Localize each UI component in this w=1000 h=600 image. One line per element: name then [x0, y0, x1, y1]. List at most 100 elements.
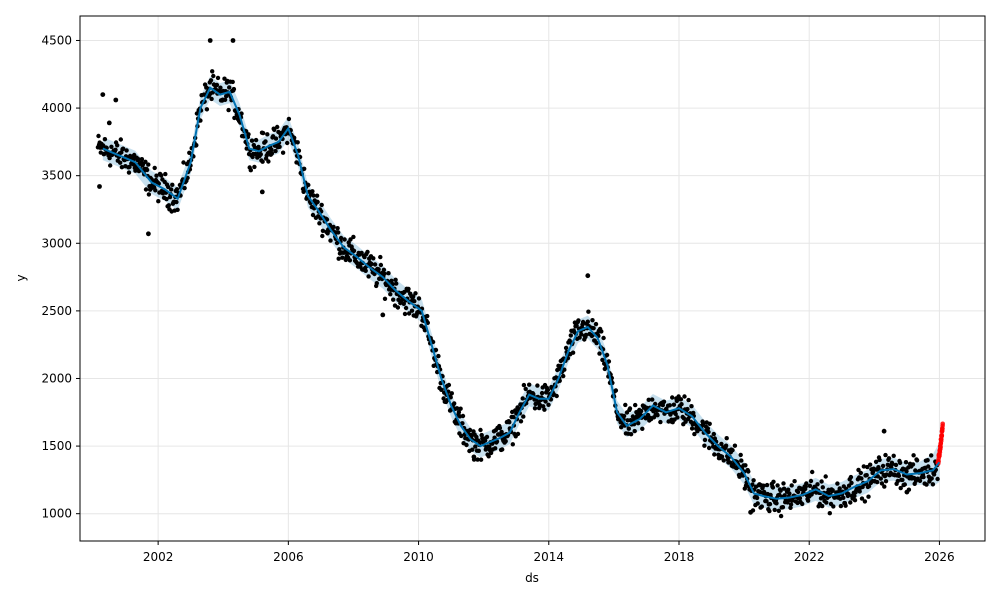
- history-point: [187, 150, 192, 155]
- history-point: [539, 390, 545, 396]
- history-point: [503, 439, 508, 444]
- history-point: [780, 505, 786, 510]
- history-point: [391, 297, 396, 302]
- history-point: [705, 426, 711, 431]
- history-point: [388, 292, 393, 297]
- history-point: [113, 97, 119, 103]
- history-point: [859, 496, 865, 501]
- history-point: [711, 431, 716, 437]
- history-point: [511, 414, 516, 420]
- history-point: [895, 478, 900, 484]
- history-point: [259, 189, 265, 195]
- history-point: [787, 491, 792, 496]
- history-point: [561, 373, 566, 379]
- history-point: [702, 437, 708, 443]
- history-point: [96, 133, 101, 139]
- history-point: [604, 352, 610, 358]
- history-point: [403, 305, 409, 311]
- history-point: [115, 143, 120, 148]
- history-point: [215, 75, 221, 81]
- history-point: [152, 165, 157, 171]
- history-point: [767, 501, 773, 507]
- history-point: [459, 433, 464, 439]
- history-point: [748, 509, 753, 515]
- history-point: [446, 382, 452, 388]
- history-point: [771, 479, 776, 484]
- history-point: [577, 335, 582, 340]
- history-point: [873, 459, 879, 464]
- history-point: [153, 188, 158, 193]
- history-point: [106, 120, 112, 126]
- x-tick-label: 2010: [403, 550, 434, 564]
- history-point: [256, 144, 261, 150]
- history-point: [689, 404, 694, 409]
- history-point: [253, 137, 259, 143]
- history-point: [210, 69, 215, 74]
- history-point: [574, 323, 579, 328]
- history-point: [144, 167, 150, 173]
- recent-point: [940, 421, 945, 427]
- history-point: [856, 467, 861, 473]
- history-point: [761, 483, 766, 488]
- history-point: [159, 173, 164, 178]
- history-point: [585, 319, 590, 324]
- history-point: [337, 247, 342, 252]
- x-tick-label: 2026: [924, 550, 955, 564]
- history-point: [413, 291, 418, 296]
- history-point: [275, 124, 280, 130]
- history-point: [788, 505, 793, 510]
- history-point: [772, 507, 777, 513]
- history-point: [371, 256, 376, 261]
- history-point: [314, 193, 320, 198]
- history-point: [244, 146, 249, 151]
- history-point: [767, 508, 772, 514]
- history-point: [815, 482, 820, 487]
- history-point: [738, 452, 743, 458]
- history-point: [678, 397, 684, 402]
- history-point: [273, 136, 279, 141]
- history-point: [682, 394, 687, 399]
- history-point: [712, 452, 717, 457]
- history-point: [925, 458, 930, 463]
- history-point: [521, 414, 526, 419]
- history-point: [478, 457, 484, 462]
- history-point: [623, 402, 628, 408]
- history-point: [295, 140, 300, 145]
- history-point: [393, 277, 398, 282]
- history-point: [827, 511, 832, 516]
- history-point: [935, 476, 940, 482]
- history-point: [252, 164, 257, 170]
- history-point: [562, 367, 567, 372]
- history-point: [100, 92, 106, 97]
- history-point: [926, 464, 931, 469]
- history-point: [841, 495, 846, 500]
- history-point: [543, 399, 548, 404]
- history-point: [730, 448, 735, 453]
- history-point: [449, 391, 454, 396]
- recent-point: [939, 433, 945, 438]
- history-point: [507, 420, 512, 425]
- history-point: [776, 508, 781, 513]
- history-point: [456, 410, 462, 415]
- history-point: [900, 477, 905, 483]
- history-point: [627, 406, 633, 411]
- history-point: [594, 340, 599, 346]
- history-point: [181, 160, 186, 165]
- history-point: [804, 481, 809, 486]
- history-point: [667, 403, 672, 408]
- history-point: [154, 173, 159, 178]
- history-point: [781, 481, 786, 486]
- history-point: [579, 332, 584, 337]
- history-point: [613, 388, 619, 393]
- history-point: [759, 504, 764, 509]
- y-tick-label: 4500: [41, 33, 72, 47]
- history-point: [386, 271, 391, 276]
- history-point: [535, 383, 540, 388]
- history-point: [310, 212, 316, 218]
- y-tick-label: 3000: [41, 236, 72, 250]
- history-point: [486, 454, 491, 459]
- history-point: [606, 359, 612, 364]
- history-point: [126, 170, 132, 175]
- history-point: [372, 262, 378, 267]
- history-point: [218, 85, 223, 90]
